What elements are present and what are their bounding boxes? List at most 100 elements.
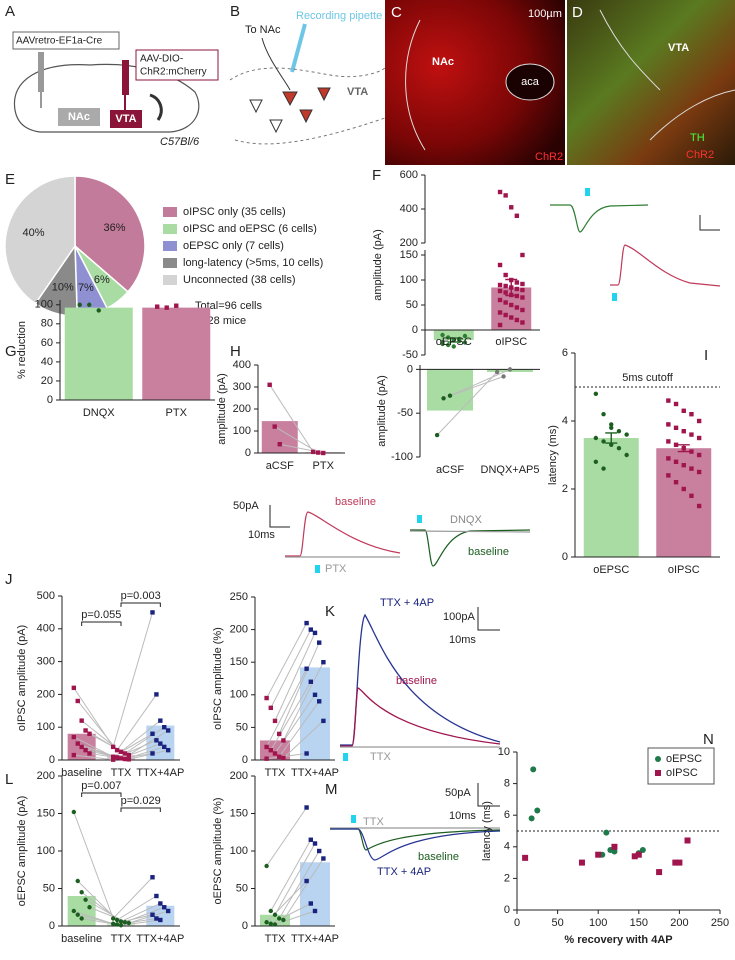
data-point [308, 901, 313, 906]
bar [300, 667, 330, 760]
y-tick-label: 0 [562, 551, 568, 563]
data-point [696, 503, 702, 509]
x-tick-label: baseline [61, 767, 102, 779]
x-tick-label: TTX [111, 767, 132, 779]
data-point [164, 305, 169, 310]
data-point [434, 432, 440, 438]
pair-line [269, 384, 314, 453]
data-point [673, 425, 679, 430]
significance-bracket [81, 621, 122, 626]
panel-letter: G [5, 343, 17, 360]
channel-label: ChR2 [535, 151, 563, 163]
data-point [593, 391, 599, 396]
p-value: p=0.029 [121, 795, 161, 807]
data-point [530, 766, 537, 773]
data-point [154, 738, 159, 743]
scale-label: 100µm [528, 8, 562, 20]
y-axis-label: latency (ms) [481, 801, 493, 861]
data-point [520, 320, 525, 325]
data-point [150, 751, 155, 756]
data-point [272, 751, 278, 756]
data-point [635, 851, 642, 858]
x-tick-label: TTX+4AP [291, 933, 339, 945]
data-point [154, 893, 159, 899]
panel-letter: N [703, 731, 714, 748]
data-point [114, 922, 120, 927]
y-tick-label: 400 [233, 359, 251, 371]
y-tick-label: 600 [400, 169, 418, 181]
data-point [681, 429, 686, 434]
y-axis-label: latency (ms) [547, 425, 559, 485]
data-point [462, 333, 468, 339]
data-point [689, 466, 694, 471]
data-point [308, 837, 313, 842]
data-point [77, 302, 82, 307]
y-tick-label: 20 [41, 375, 53, 387]
x-tick-label: aCSF [436, 464, 464, 476]
x-tick-label: DNQX [83, 407, 115, 419]
trace [409, 530, 531, 533]
trace-label: baseline [418, 851, 459, 863]
data-point [494, 369, 500, 375]
data-point [110, 921, 116, 926]
data-point [165, 728, 171, 733]
data-point [684, 837, 691, 844]
pair-line [266, 807, 308, 867]
label: To NAc [245, 24, 281, 36]
data-point [264, 863, 269, 869]
y-tick-label: 200 [400, 237, 418, 249]
trace [330, 828, 501, 851]
trace-label: TTX + 4AP [377, 866, 431, 878]
data-point [162, 725, 167, 730]
panel-letter: L [5, 771, 13, 788]
data-point [75, 912, 80, 917]
pair-line [282, 661, 324, 741]
y-tick-label: -50 [402, 349, 418, 361]
y-tick-label: 4 [504, 841, 510, 853]
data-point [158, 741, 163, 746]
data-point [321, 660, 326, 665]
data-point [83, 747, 88, 753]
data-point [445, 342, 451, 348]
data-point [601, 439, 606, 444]
x-axis-label: % recovery with 4AP [564, 934, 672, 946]
y-axis-label: oEPSC amplitude (%) [212, 798, 224, 905]
trace-label: PTX [325, 563, 347, 575]
data-point [126, 752, 132, 758]
region-label: NAc [68, 111, 90, 123]
data-point [509, 205, 514, 210]
data-point [154, 692, 159, 697]
data-point [503, 312, 508, 318]
data-point [268, 908, 273, 914]
data-point [162, 744, 167, 750]
scale-label: 10ms [449, 634, 476, 646]
y-tick-label: 200 [230, 770, 248, 782]
data-point [281, 755, 286, 761]
data-point [681, 486, 686, 492]
significance-bracket [120, 807, 161, 812]
legend-swatch [163, 207, 177, 217]
data-point [71, 734, 77, 740]
data-point [87, 731, 92, 736]
pair-line [266, 622, 308, 699]
data-point [268, 921, 273, 926]
data-point [616, 429, 622, 434]
boundary [234, 117, 386, 145]
data-point [441, 396, 446, 401]
pair-line [449, 368, 511, 397]
data-point [79, 744, 84, 750]
data-point [666, 456, 671, 461]
slice-label: 10% [52, 282, 74, 294]
x-tick-label: DNQX+AP5 [481, 464, 540, 476]
data-point [304, 805, 309, 810]
data-point [696, 418, 702, 424]
trace-label: DNQX [450, 514, 482, 526]
y-tick-label: 150 [37, 807, 55, 819]
data-point [110, 757, 116, 762]
region-box [110, 110, 142, 128]
pair-line [73, 612, 153, 749]
data-point [316, 450, 321, 455]
data-point [126, 757, 132, 762]
trace-label: TTX + 4AP [380, 597, 434, 609]
